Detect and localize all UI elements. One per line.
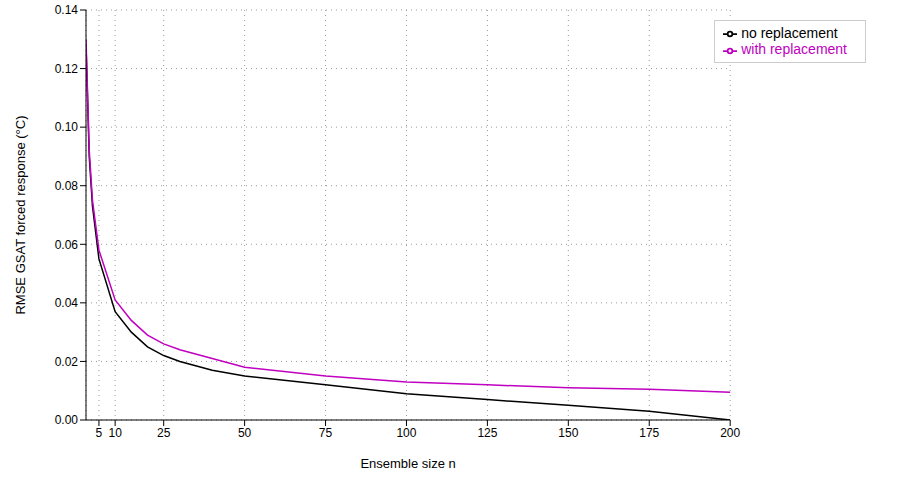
- svg-text:Ensemble size n: Ensemble size n: [360, 456, 455, 471]
- svg-text:0.12: 0.12: [55, 62, 79, 76]
- svg-text:RMSE GSAT forced response (°C): RMSE GSAT forced response (°C): [13, 115, 28, 314]
- svg-text:0.10: 0.10: [55, 120, 79, 134]
- svg-text:50: 50: [238, 426, 252, 440]
- svg-text:25: 25: [157, 426, 171, 440]
- svg-text:0.02: 0.02: [55, 355, 79, 369]
- svg-text:5: 5: [96, 426, 103, 440]
- svg-text:0.06: 0.06: [55, 238, 79, 252]
- svg-text:100: 100: [396, 426, 416, 440]
- svg-text:0.00: 0.00: [55, 413, 79, 427]
- svg-text:75: 75: [319, 426, 333, 440]
- svg-text:150: 150: [558, 426, 578, 440]
- svg-text:125: 125: [477, 426, 497, 440]
- html-text:no replacement: no replacement: [741, 25, 838, 41]
- svg-text:175: 175: [639, 426, 659, 440]
- svg-text:200: 200: [720, 426, 740, 440]
- html-text:with replacement: with replacement: [741, 41, 847, 58]
- svg-text:10: 10: [108, 426, 122, 440]
- svg-text:0.14: 0.14: [55, 3, 79, 17]
- svg-text:0.04: 0.04: [55, 296, 79, 310]
- svg-text:0.08: 0.08: [55, 179, 79, 193]
